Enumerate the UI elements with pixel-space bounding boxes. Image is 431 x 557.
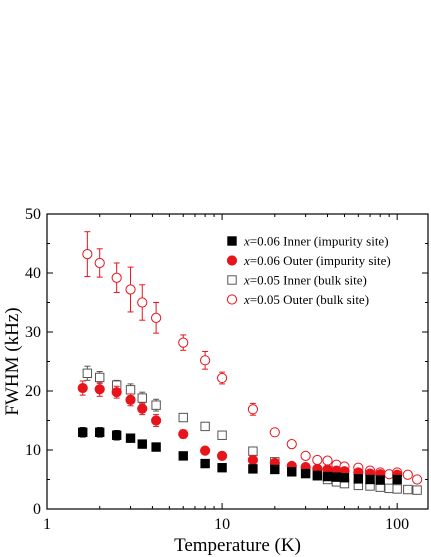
y-tick-label: 10 xyxy=(25,442,41,459)
x-axis-title: Temperature (K) xyxy=(174,535,301,556)
data-point xyxy=(365,474,375,485)
data-point xyxy=(300,450,311,461)
y-axis-title: FWHM (kHz) xyxy=(2,307,23,415)
data-point xyxy=(178,412,188,423)
data-point xyxy=(151,415,162,426)
data-point xyxy=(339,473,350,483)
data-point xyxy=(287,467,297,477)
data-point xyxy=(151,400,161,410)
series-1 xyxy=(78,427,402,485)
data-point xyxy=(216,372,228,384)
x-tick-label: 100 xyxy=(385,516,409,533)
data-point xyxy=(200,445,211,456)
data-point xyxy=(392,484,402,494)
data-point xyxy=(312,470,323,481)
data-point xyxy=(94,257,105,269)
data-point xyxy=(82,368,93,379)
data-point xyxy=(95,372,105,383)
data-point xyxy=(77,382,88,394)
data-point xyxy=(137,403,148,414)
data-point xyxy=(125,284,136,295)
legend-marker xyxy=(227,275,237,285)
data-point xyxy=(200,355,211,366)
data-point xyxy=(322,471,333,482)
series-4 xyxy=(82,231,423,485)
data-point xyxy=(217,430,227,440)
data-point xyxy=(200,421,210,432)
legend-entry: x=0.05 Outer (bulk site) xyxy=(243,292,369,307)
data-point xyxy=(270,464,280,475)
data-point xyxy=(384,483,394,494)
axis-layer: 0 10 20 30 40 50 1 10 100 xyxy=(25,206,428,533)
y-tick-label: 40 xyxy=(25,265,41,282)
legend: x=0.06 Inner (impurity site) x=0.06 Outer… xyxy=(226,234,391,307)
y-tick-label: 0 xyxy=(33,501,41,518)
data-point xyxy=(94,384,105,395)
data-point xyxy=(82,249,93,260)
y-tick-label: 30 xyxy=(25,324,41,341)
data-point xyxy=(216,450,228,461)
data-point xyxy=(247,454,259,466)
x-tick-label: 1 xyxy=(43,516,51,533)
data-point xyxy=(151,442,161,452)
y-tick-label: 50 xyxy=(25,206,41,223)
data-point xyxy=(125,433,136,443)
legend-entry: x=0.06 Outer (impurity site) xyxy=(243,253,391,268)
data-point xyxy=(217,463,227,473)
data-point xyxy=(95,427,105,438)
legend-marker xyxy=(226,255,238,266)
data-point xyxy=(151,312,162,323)
data-point xyxy=(248,464,258,474)
data-point xyxy=(111,387,122,398)
legend-marker xyxy=(226,294,238,305)
data-point xyxy=(269,427,280,438)
data-point xyxy=(286,439,297,450)
data-point xyxy=(300,468,311,479)
data-point xyxy=(125,385,136,395)
data-point xyxy=(312,454,323,466)
series-2 xyxy=(77,380,403,480)
data-point xyxy=(111,272,122,283)
data-point xyxy=(125,394,136,405)
data-point xyxy=(200,458,210,469)
legend-marker xyxy=(227,236,237,246)
data-point xyxy=(248,446,258,456)
data-point xyxy=(412,485,422,495)
data-point xyxy=(322,455,333,466)
data-point xyxy=(137,297,148,308)
data-point xyxy=(412,474,423,485)
y-tick-label: 20 xyxy=(25,383,41,400)
data-point xyxy=(331,472,342,482)
data-point xyxy=(375,475,385,485)
data-point xyxy=(392,474,402,485)
data-point xyxy=(178,428,189,440)
data-layer xyxy=(77,231,423,495)
data-point xyxy=(137,393,147,403)
x-tick-label: 10 xyxy=(214,516,230,533)
data-point xyxy=(137,439,147,449)
data-point xyxy=(78,427,88,438)
legend-entry: x=0.06 Inner (impurity site) xyxy=(243,234,389,249)
data-point xyxy=(402,469,413,480)
legend-entry: x=0.05 Inner (bulk site) xyxy=(243,273,367,288)
data-point xyxy=(353,474,364,484)
data-point xyxy=(403,484,413,495)
data-point xyxy=(247,404,259,415)
data-point xyxy=(111,430,122,440)
data-point xyxy=(178,451,188,461)
data-point xyxy=(178,337,189,348)
